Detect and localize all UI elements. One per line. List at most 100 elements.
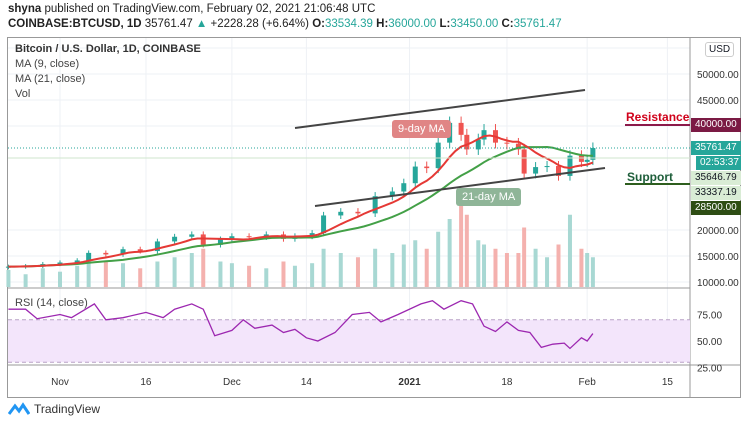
volume-bar [86,257,91,287]
currency-button[interactable]: USD [705,42,735,57]
candle-body [389,191,395,197]
ma9-price-tag: 35646.79 [691,171,741,185]
candle-body [435,142,441,169]
volume-bar [201,248,206,287]
volume-bar [459,202,464,287]
volume-bar [310,263,315,287]
tradingview-icon [8,402,30,415]
volume-bar [464,214,469,287]
candle-body [172,236,178,242]
bar-countdown-tag: 02:53:37 [696,156,741,170]
open: 33534.39 [324,18,373,30]
volume-bar [355,257,360,287]
ma9-callout: 9-day MA [392,120,452,138]
time-tick-label: 2021 [398,377,421,388]
candle-body [475,139,481,150]
candle-body [246,236,252,238]
volume-bar [281,261,286,287]
publish-info: shyna published on TradingView.com, Febr… [8,3,375,15]
legend-ma9: MA (9, close) [15,58,80,70]
high: 36000.00 [388,18,437,30]
volume-bar [58,271,62,287]
legend-title: Bitcoin / U.S. Dollar, 1D, COINBASE [15,43,201,55]
candle-body [309,233,315,237]
volume-bar [121,263,126,287]
volume-bar [138,268,143,287]
volume-bar [567,214,572,287]
volume-bar [23,274,28,287]
volume-bar [579,248,584,287]
candle-body [424,166,430,169]
volume-bar [229,263,234,287]
volume-bar [476,240,481,287]
volume-bar [585,253,590,287]
up-arrow-icon: ▲ [195,18,208,30]
candle-body [120,249,126,255]
candle-body [372,196,378,214]
rsi-tick-label: 25.00 [697,364,722,375]
price-tick-label: 20000.00 [697,226,739,237]
candle-body [533,167,539,174]
time-tick-label: Dec [223,377,241,388]
volume-bar [482,244,487,287]
last-price: 35761.47 [144,18,193,30]
brand-name: TradingView [34,402,101,416]
channel-upper-line [294,89,586,129]
volume-bar [545,257,550,287]
volume-bar [424,248,429,287]
price-tick-label: 15000.00 [697,252,739,263]
resistance-label: Resistance [626,110,690,124]
time-tick-label: Nov [51,377,69,388]
price-tick-label: 10000.00 [697,278,739,289]
tradingview-logo[interactable]: TradingView [8,402,100,416]
candle-body [86,252,92,261]
candle-body [5,266,11,268]
volume-bar [75,265,80,287]
candle-body [556,166,562,176]
h-label: H: [376,18,389,30]
candle-body [200,234,206,245]
volume-bar [321,248,326,287]
volume-bar [264,268,269,287]
volume-bar [590,257,595,287]
candle-body [544,166,550,168]
volume-bar [401,244,406,287]
volume-bar [218,261,223,287]
ma21-callout: 21-day MA [456,188,522,206]
candle-body [584,159,590,162]
ma21-line [8,145,593,268]
last-price-tag: 35761.47 [691,141,741,155]
candle-body [521,149,527,174]
time-tick-label: 14 [301,377,313,388]
rsi-tick-label: 75.00 [697,311,722,322]
volume-bar [447,219,452,287]
c-label: C: [501,18,514,30]
low: 33450.00 [450,18,499,30]
candle-body [401,183,407,192]
rsi-band [8,319,690,363]
publish-text: published on TradingView.com, February 0… [44,3,376,15]
candle-body [590,148,596,160]
candle-body [464,134,470,150]
candle-body [458,122,464,135]
l-label: L: [439,18,451,30]
ma9-line [8,134,594,268]
candle-body [515,143,521,150]
change: +2228.28 (+6.64%) [210,18,309,30]
time-tick-label: 16 [140,377,152,388]
support-price-tag: 28500.00 [691,201,741,215]
close: 35761.47 [513,18,562,30]
volume-bar [172,257,177,287]
candle-body [229,236,235,240]
candle-body [355,211,361,214]
chart-frame[interactable] [7,37,741,398]
resistance-price-tag: 40000.00 [691,118,741,132]
volume-bar [338,253,343,287]
rsi-line [8,300,594,350]
symbol: COINBASE:BTCUSD, 1D [8,18,142,30]
volume-bar [155,261,160,287]
candle-body [57,262,63,265]
rsi-tick-label: 50.00 [697,337,722,348]
volume-bar [556,244,561,287]
